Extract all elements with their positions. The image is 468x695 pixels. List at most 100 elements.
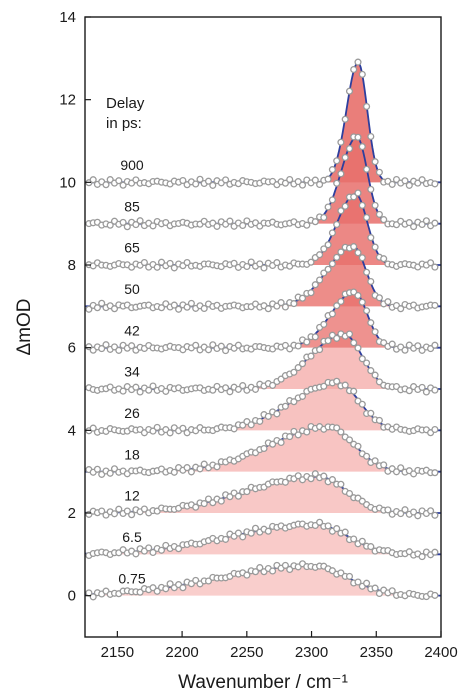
data-point [149, 382, 157, 390]
data-point [153, 423, 161, 431]
data-point [354, 58, 362, 66]
data-point [311, 281, 319, 289]
fit-line [85, 333, 441, 390]
data-point [226, 388, 234, 396]
data-point [222, 347, 230, 355]
data-point [145, 544, 153, 552]
data-point [183, 464, 191, 472]
data-point [204, 346, 213, 354]
data-point [363, 165, 371, 173]
data-point [106, 221, 114, 229]
data-point [204, 177, 213, 185]
data-point [281, 561, 289, 569]
data-point [414, 342, 422, 350]
data-point [153, 587, 161, 595]
data-point [375, 210, 383, 218]
data-point [311, 176, 319, 184]
data-point [290, 368, 298, 376]
data-point [401, 506, 409, 514]
data-point [183, 303, 191, 311]
data-point [217, 497, 225, 505]
data-point [286, 345, 294, 353]
data-point [98, 299, 106, 307]
data-point [290, 300, 298, 308]
data-point [243, 488, 251, 496]
data-point [345, 87, 354, 95]
data-point [363, 307, 371, 315]
data-point [363, 359, 371, 367]
data-point [256, 564, 264, 572]
data-point [157, 258, 166, 266]
data-point [427, 507, 435, 515]
y-tick-label: 8 [68, 257, 76, 274]
data-point [333, 253, 341, 261]
data-point [115, 505, 123, 513]
delay-label: 18 [124, 446, 140, 462]
data-point [333, 179, 341, 187]
data-point [294, 342, 302, 350]
data-point [431, 469, 439, 477]
data-point [345, 489, 354, 498]
x-tick-label: 2200 [165, 644, 198, 661]
data-point [371, 328, 379, 336]
data-point [303, 221, 311, 229]
data-point [367, 132, 375, 141]
data-point [149, 222, 157, 230]
data-point [337, 207, 345, 215]
data-point [307, 289, 315, 297]
x-tick-label: 2150 [101, 644, 134, 661]
y-tick-label: 14 [59, 9, 76, 26]
data-point [192, 341, 200, 349]
data-point [251, 568, 260, 576]
delay-label: 50 [124, 281, 140, 297]
data-point [128, 342, 136, 350]
data-point [260, 444, 268, 453]
peak-fill [85, 382, 441, 431]
data-point [234, 492, 242, 500]
data-point [328, 166, 336, 174]
data-point [422, 388, 430, 396]
data-point [294, 364, 302, 372]
legend-title-line-2: in ps: [106, 115, 142, 132]
y-axis-title: ΔmOD [14, 298, 35, 355]
data-point [98, 507, 106, 515]
data-point [367, 409, 375, 417]
data-point [320, 382, 328, 390]
data-point [363, 102, 371, 111]
data-point [196, 465, 204, 473]
data-point [286, 565, 294, 574]
data-point [281, 179, 289, 187]
data-point [405, 387, 413, 395]
data-point [247, 421, 255, 429]
x-tick-label: 2400 [424, 644, 457, 661]
data-point [341, 153, 349, 162]
data-point [298, 181, 307, 189]
data-point [380, 216, 388, 224]
data-point [234, 341, 242, 349]
data-point [136, 217, 144, 225]
data-point [222, 535, 230, 543]
data-point [333, 377, 341, 385]
data-point [226, 217, 234, 225]
data-point [145, 386, 153, 394]
data-point [183, 258, 191, 267]
data-point [316, 518, 324, 526]
delay-label: 85 [124, 198, 140, 214]
data-point [239, 382, 247, 390]
data-point [269, 440, 277, 448]
data-point [166, 259, 174, 267]
data-point [179, 584, 187, 592]
data-point [358, 298, 366, 306]
x-tick-label: 2300 [295, 644, 328, 661]
data-point [345, 572, 354, 580]
data-point [431, 263, 439, 271]
data-point [251, 524, 260, 532]
data-point [196, 175, 204, 183]
data-point [264, 527, 272, 535]
data-point [388, 587, 396, 595]
data-point [341, 202, 349, 210]
data-point [324, 265, 332, 273]
data-point [337, 297, 345, 306]
delay-label: 26 [124, 405, 140, 421]
data-point [119, 181, 127, 189]
